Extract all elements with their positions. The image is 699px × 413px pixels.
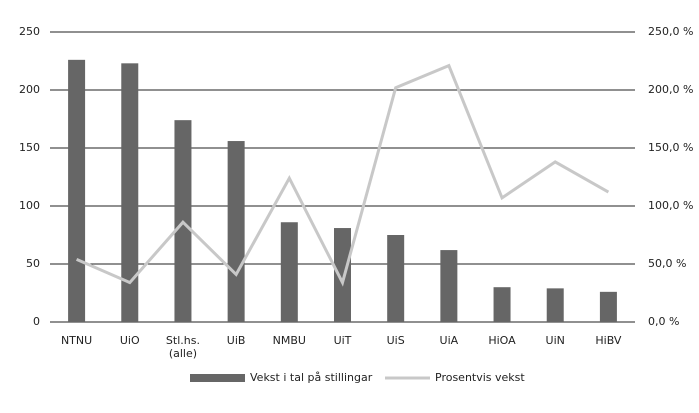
x-tick-label: NTNU [60, 334, 93, 347]
bar [121, 63, 139, 322]
x-tick-label: UiO [119, 334, 140, 347]
x-tick-label: UiS [386, 334, 405, 347]
bar [599, 291, 617, 322]
bar [440, 250, 458, 322]
bar [227, 141, 245, 322]
y2-tick-label: 150,0 % [648, 141, 693, 154]
x-tick-label: UiB [226, 334, 246, 347]
legend-label: Vekst i tal på stillingar [250, 371, 373, 384]
y-tick-label: 150 [19, 141, 40, 154]
bar [68, 59, 86, 323]
x-tick-label: NMBU [272, 334, 306, 347]
y2-tick-label: 250,0 % [648, 25, 693, 38]
bar [334, 228, 351, 322]
y-tick-label: 50 [26, 257, 40, 270]
x-tick-label: HiOA [488, 334, 516, 347]
x-tick-label: UiN [545, 334, 565, 347]
y2-tick-label: 100,0 % [648, 199, 693, 212]
y2-tick-label: 0,0 % [648, 315, 679, 328]
y-tick-label: 0 [33, 315, 40, 328]
bar [280, 222, 298, 322]
x-tick-label: HiBV [595, 334, 622, 347]
line [75, 63, 610, 287]
bar [387, 235, 405, 322]
x-tick-label: UiT [333, 334, 352, 347]
x-tick-label: Stl.hs. (alle) [165, 334, 200, 360]
x-tick-label: UiA [439, 334, 459, 347]
y2-tick-label: 200,0 % [648, 83, 693, 96]
y-tick-label: 250 [19, 25, 40, 38]
legend-label: Prosentvis vekst [435, 371, 525, 384]
y-tick-label: 200 [19, 83, 40, 96]
bar [493, 287, 511, 322]
bar [546, 288, 564, 322]
y-tick-label: 100 [19, 199, 40, 212]
legend-swatch [190, 374, 245, 382]
y2-tick-label: 50,0 % [648, 257, 686, 270]
